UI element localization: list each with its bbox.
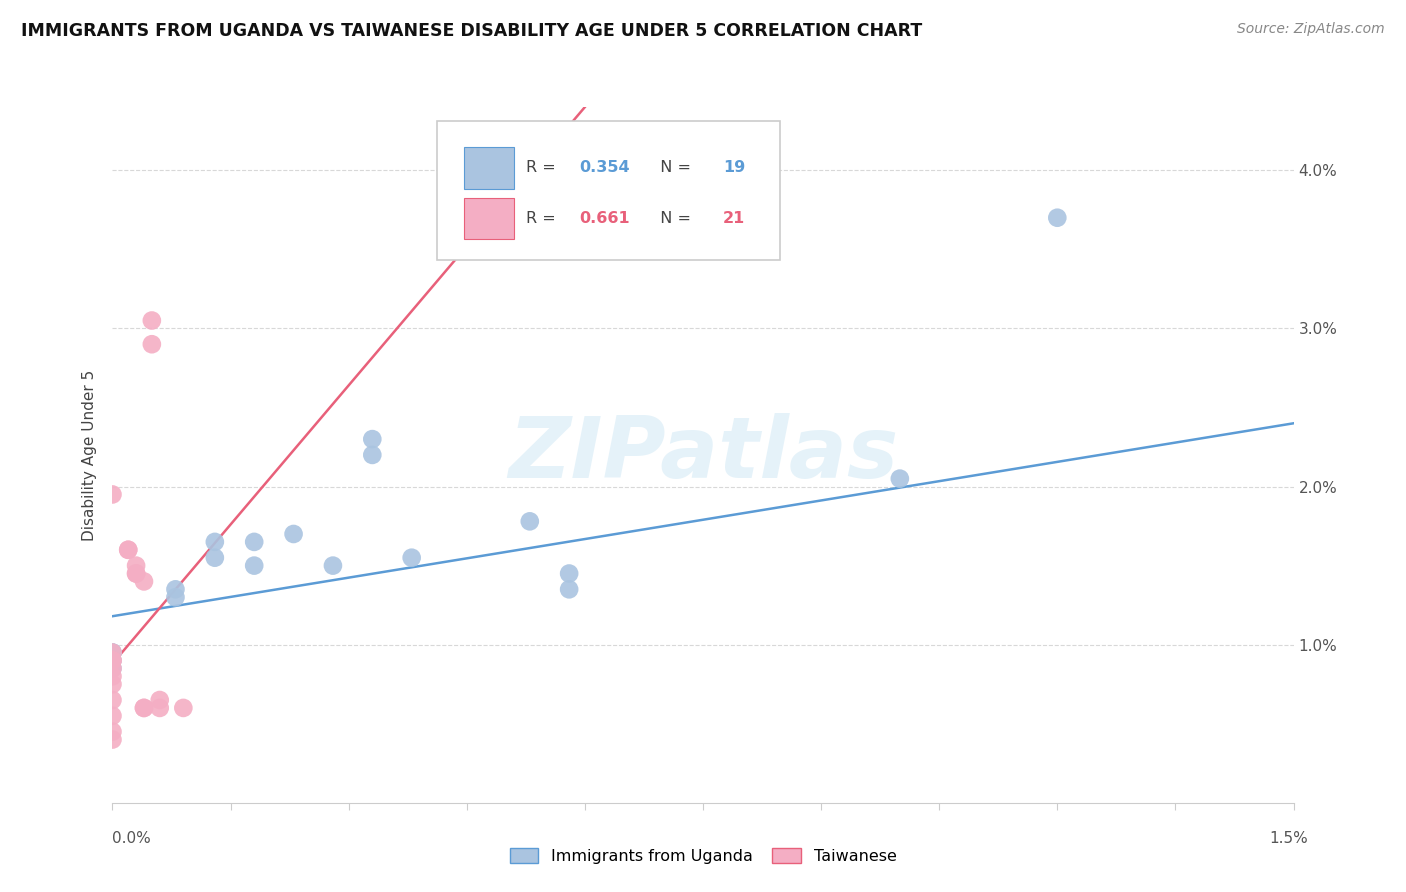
Point [101,653,124,667]
Text: N =: N = [650,211,696,226]
Point [101,661,124,675]
Point [558,582,581,597]
Point [101,646,124,660]
FancyBboxPatch shape [437,121,780,260]
Point [204,534,226,549]
Text: R =: R = [526,211,561,226]
Point [204,550,226,565]
Point [243,558,266,573]
FancyBboxPatch shape [464,197,515,238]
Point [101,646,124,660]
Point [149,693,172,707]
Point [101,708,124,723]
Point [101,732,124,747]
Y-axis label: Disability Age Under 5: Disability Age Under 5 [82,369,97,541]
Text: N =: N = [650,161,696,176]
Point [141,337,163,351]
Legend: Immigrants from Uganda, Taiwanese: Immigrants from Uganda, Taiwanese [503,842,903,871]
Point [132,701,155,715]
Text: Source: ZipAtlas.com: Source: ZipAtlas.com [1237,22,1385,37]
Point [101,646,124,660]
Text: 0.354: 0.354 [579,161,630,176]
Point [101,661,124,675]
Point [243,534,266,549]
Point [101,653,124,667]
Point [101,653,124,667]
Point [519,514,541,528]
Point [361,448,384,462]
Point [322,558,344,573]
Point [165,582,187,597]
FancyBboxPatch shape [464,147,515,188]
Text: R =: R = [526,161,561,176]
Text: 1.5%: 1.5% [1268,831,1308,846]
Text: ZIPatlas: ZIPatlas [508,413,898,497]
Point [361,432,384,446]
Point [125,566,148,581]
Text: 0.0%: 0.0% [112,831,152,846]
Point [101,677,124,691]
Point [125,566,148,581]
Point [101,693,124,707]
Point [132,574,155,589]
Point [172,701,194,715]
Point [132,701,155,715]
Point [125,558,148,573]
Point [117,542,139,557]
Point [101,724,124,739]
Text: IMMIGRANTS FROM UGANDA VS TAIWANESE DISABILITY AGE UNDER 5 CORRELATION CHART: IMMIGRANTS FROM UGANDA VS TAIWANESE DISA… [21,22,922,40]
Point [1046,211,1069,225]
Point [141,313,163,327]
Text: 19: 19 [723,161,745,176]
Point [889,472,911,486]
Text: 0.661: 0.661 [579,211,630,226]
Point [165,591,187,605]
Point [117,542,139,557]
Point [149,701,172,715]
Text: 21: 21 [723,211,745,226]
Point [101,487,124,501]
Point [101,669,124,683]
Point [401,550,423,565]
Point [283,527,305,541]
Point [558,566,581,581]
